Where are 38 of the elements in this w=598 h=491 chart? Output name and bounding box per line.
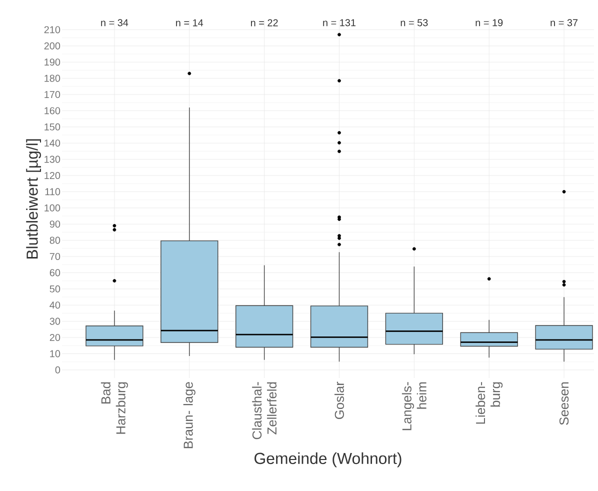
y-tick-label: 160 bbox=[44, 107, 60, 114]
y-tick-label: 100 bbox=[44, 204, 60, 212]
y-axis-title: Blutbleiwert [µg/l] bbox=[26, 139, 41, 259]
y-tick-label: 200 bbox=[44, 42, 60, 50]
y-tick-label: 10 bbox=[50, 350, 60, 358]
annotation: n = 131 bbox=[323, 19, 356, 26]
y-tick-label: 30 bbox=[50, 318, 60, 325]
y-tick-label: 180 bbox=[44, 74, 60, 82]
annotation: n = 14 bbox=[176, 19, 204, 26]
y-tick-label: 80 bbox=[50, 236, 60, 244]
y-tick-label: 150 bbox=[44, 123, 60, 130]
x-tick-label: Seesen bbox=[559, 382, 569, 425]
x-tick-label: Braun- lage bbox=[183, 382, 196, 448]
x-tick-label: Goslar bbox=[334, 382, 344, 420]
y-tick-label: 130 bbox=[44, 156, 60, 163]
y-tick-label: 50 bbox=[50, 285, 60, 292]
y-tick-label: 20 bbox=[50, 334, 60, 342]
annotation: n = 37 bbox=[550, 19, 578, 26]
y-tick-label: 90 bbox=[50, 220, 60, 228]
annotation: n = 34 bbox=[101, 19, 128, 26]
x-tick-label: Clausthal- Zellerfeld bbox=[252, 382, 277, 440]
y-tick-label: 210 bbox=[44, 26, 60, 34]
x-tick-label: Lieben- burg bbox=[476, 382, 503, 424]
y-tick-label: 170 bbox=[44, 90, 60, 98]
y-tick-label: 40 bbox=[50, 302, 60, 309]
annotation: n = 53 bbox=[400, 19, 428, 26]
y-tick-label: 190 bbox=[44, 58, 60, 66]
y-tick-label: 140 bbox=[44, 140, 60, 147]
annotation: n = 22 bbox=[250, 19, 278, 26]
y-tick-label: 120 bbox=[44, 172, 60, 180]
x-tick-label: Bad Harzburg bbox=[100, 382, 128, 434]
x-tick-label: Langels- heim bbox=[402, 382, 426, 430]
y-tick-label: 60 bbox=[50, 269, 60, 276]
x-axis-title: Gemeinde (Wohnort) bbox=[254, 452, 402, 468]
y-tick-label: 0 bbox=[55, 366, 60, 374]
annotation: n = 19 bbox=[476, 19, 503, 26]
y-tick-label: 110 bbox=[45, 188, 60, 196]
y-tick-label: 70 bbox=[50, 252, 60, 260]
